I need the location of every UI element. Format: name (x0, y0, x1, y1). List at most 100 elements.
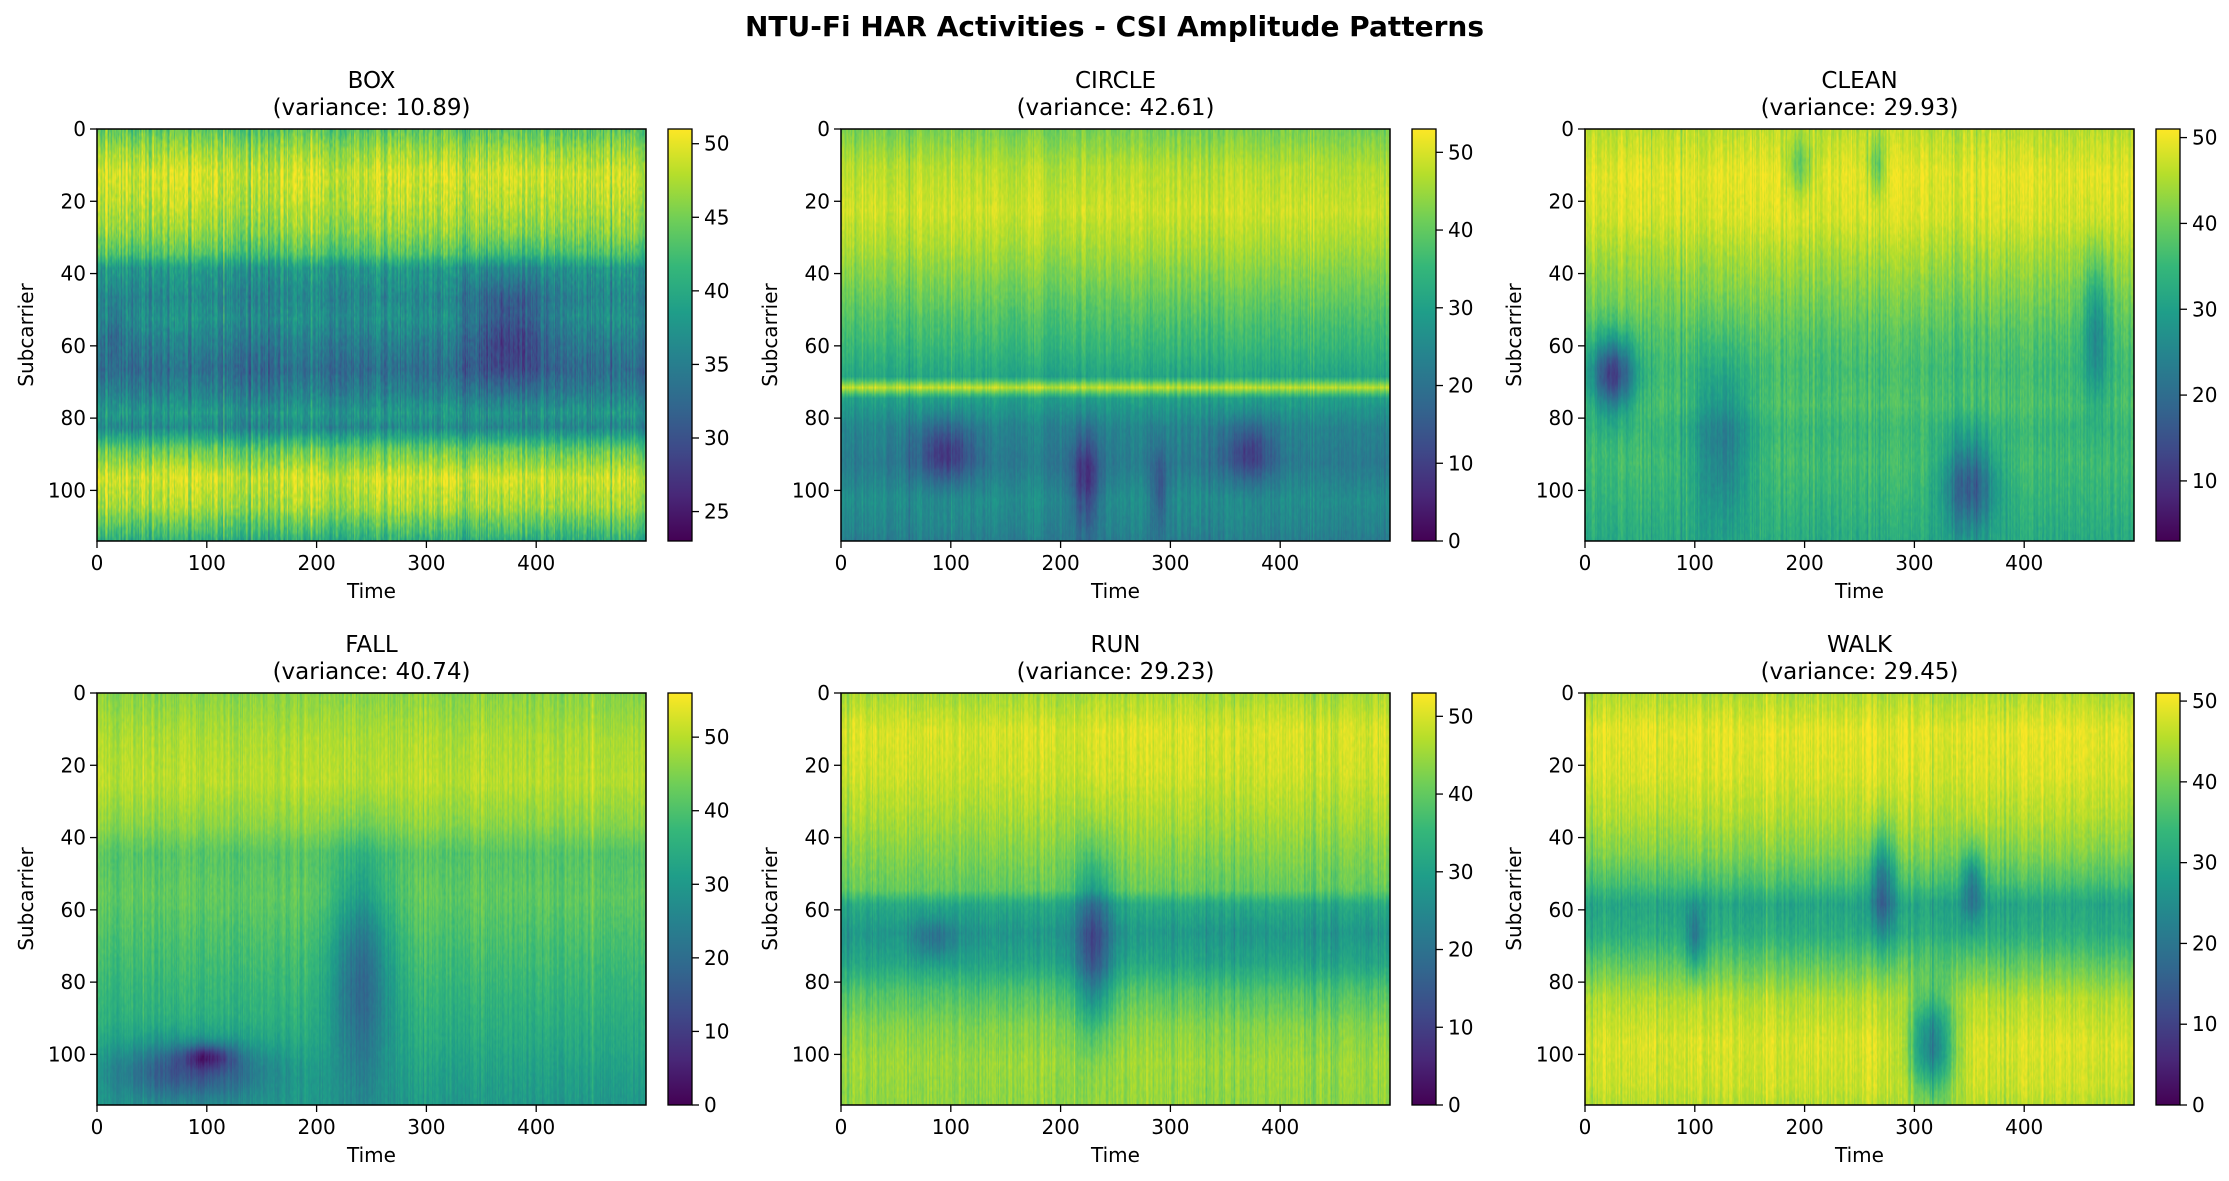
axes-frame (840, 128, 1391, 542)
colorbar (2155, 692, 2181, 1106)
colorbar-tick-label: 0 (704, 1093, 717, 1117)
colorbar-tick-label: 10 (704, 1019, 729, 1043)
y-tick-label: 40 (61, 826, 86, 850)
subplot-grid: BOX(variance: 10.89)0 100 200 300 4000204060… (14, 68, 2217, 1167)
colorbar-tick-label: 30 (704, 872, 729, 896)
y-tick-label: 60 (61, 334, 86, 358)
colorbar-tick-label: 50 (1448, 704, 1473, 728)
heatmap-image (841, 129, 1390, 541)
y-tick-label: 80 (1549, 406, 1574, 430)
colorbar-tick-label: 10 (1448, 451, 1473, 475)
y-tick-label: 40 (61, 262, 86, 286)
y-tick-label: 100 (48, 1042, 86, 1066)
y-axis-label: Subcarrier (1502, 282, 1526, 386)
y-axis-label: Subcarrier (1502, 846, 1526, 950)
colorbar-tick-label: 50 (2192, 689, 2217, 713)
colorbar-tick-label: 20 (1448, 938, 1473, 962)
x-tick-label: 400 (517, 551, 555, 575)
subplot-title: WALK (1827, 632, 1893, 658)
heatmap-image (97, 693, 646, 1105)
colorbar-tick-label: 40 (1448, 218, 1473, 242)
x-tick-label: 100 (932, 551, 970, 575)
colorbar-tick-label: 10 (1448, 1015, 1473, 1039)
subplot-subtitle: (variance: 29.45) (1761, 659, 1959, 685)
subplot-subtitle: (variance: 42.61) (1017, 95, 1215, 121)
colorbar-tick-label: 50 (1448, 140, 1473, 164)
x-tick-label: 400 (1261, 1115, 1299, 1139)
colorbar-tick-label: 30 (2192, 851, 2217, 875)
colorbar-tick-label: 0 (1448, 529, 1461, 553)
colorbar-tick-label: 0 (1448, 1093, 1461, 1117)
colorbar-tick-label: 50 (2192, 126, 2217, 150)
colorbar-tick-label: 35 (704, 352, 729, 376)
subplot-subtitle: (variance: 29.93) (1761, 95, 1959, 121)
x-axis-label: Time (1834, 579, 1884, 603)
y-tick-label: 20 (805, 189, 830, 213)
y-tick-label: 100 (792, 478, 830, 502)
colorbar (1411, 128, 1437, 542)
x-tick-label: 200 (1042, 1115, 1080, 1139)
x-axis-label: Time (346, 579, 396, 603)
x-tick-label: 100 (1676, 1115, 1714, 1139)
subplot-title: RUN (1090, 632, 1140, 658)
colorbar (667, 692, 693, 1106)
y-tick-label: 20 (61, 753, 86, 777)
y-tick-label: 0 (73, 681, 86, 705)
x-tick-label: 400 (1261, 551, 1299, 575)
axes-frame (1584, 128, 2135, 542)
y-tick-label: 40 (805, 826, 830, 850)
y-tick-label: 0 (1561, 681, 1574, 705)
axes-frame (1584, 692, 2135, 1106)
x-tick-label: 400 (2005, 1115, 2043, 1139)
y-tick-label: 80 (805, 970, 830, 994)
axes-frame (96, 692, 647, 1106)
colorbar-tick-label: 0 (2192, 1093, 2205, 1117)
subplot-title: BOX (348, 68, 396, 94)
y-tick-label: 100 (792, 1042, 830, 1066)
x-tick-label: 0 (91, 1115, 104, 1139)
colorbar-tick-label: 30 (1448, 860, 1473, 884)
heatmap-image (1585, 693, 2134, 1105)
y-tick-label: 0 (817, 117, 830, 141)
y-tick-label: 80 (61, 406, 86, 430)
subplot-title: CLEAN (1821, 68, 1897, 94)
colorbar-tick-label: 10 (2192, 469, 2217, 493)
x-tick-label: 0 (835, 551, 848, 575)
colorbar-tick-label: 30 (2192, 297, 2217, 321)
x-tick-label: 100 (188, 551, 226, 575)
subplot-subtitle: (variance: 29.23) (1017, 659, 1215, 685)
subplot-title: FALL (345, 632, 398, 658)
x-tick-label: 300 (1895, 1115, 1933, 1139)
x-tick-label: 100 (188, 1115, 226, 1139)
subplot-clean: CLEAN(variance: 29.93) 0 100 200 300 400 0 20 40… (1502, 68, 2217, 603)
colorbar-tick-label: 40 (2192, 211, 2217, 235)
colorbar-tick-label: 40 (704, 799, 729, 823)
y-tick-label: 40 (1549, 262, 1574, 286)
colorbar-tick-label: 20 (2192, 383, 2217, 407)
x-tick-label: 300 (1151, 551, 1189, 575)
x-tick-label: 100 (1676, 551, 1714, 575)
subplot-subtitle: (variance: 40.74) (273, 659, 471, 685)
y-tick-label: 80 (805, 406, 830, 430)
heatmap-image (1585, 129, 2134, 541)
figure-title: NTU-Fi HAR Activities - CSI Amplitude Pa… (745, 10, 1484, 43)
y-tick-label: 100 (48, 478, 86, 502)
y-tick-label: 60 (805, 334, 830, 358)
x-tick-label: 300 (407, 551, 445, 575)
subplot-walk: WALK(variance: 29.45)0 100 200 300 400020406… (1502, 632, 2217, 1167)
y-tick-label: 100 (1536, 1042, 1574, 1066)
colorbar-tick-label: 40 (2192, 770, 2217, 794)
subplot-subtitle: (variance: 10.89) (273, 95, 471, 121)
x-axis-label: Time (346, 1143, 396, 1167)
y-tick-label: 0 (1561, 117, 1574, 141)
colorbar-tick-label: 30 (1448, 296, 1473, 320)
y-tick-label: 0 (73, 117, 86, 141)
y-tick-label: 40 (805, 262, 830, 286)
colorbar-tick-label: 10 (2192, 1012, 2217, 1036)
subplot-box: BOX(variance: 10.89) 0 100 200 300 400 0 20 40 60… (14, 68, 729, 603)
subplot-fall: FALL(variance: 40.74)0 100 200 300 400020406… (14, 632, 729, 1167)
colorbar-tick-label: 40 (704, 279, 729, 303)
x-tick-label: 300 (1151, 1115, 1189, 1139)
heatmap-image (97, 129, 646, 541)
